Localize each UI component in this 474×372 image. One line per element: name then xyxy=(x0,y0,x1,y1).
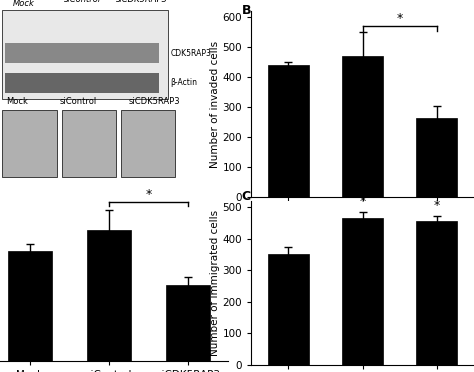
Bar xyxy=(342,56,383,197)
Bar xyxy=(8,251,52,361)
Bar xyxy=(166,285,210,361)
Text: B: B xyxy=(242,4,251,17)
Bar xyxy=(268,254,309,365)
Bar xyxy=(121,110,175,177)
Text: siCDK5RAP3: siCDK5RAP3 xyxy=(116,0,168,4)
Text: *: * xyxy=(359,195,366,208)
Text: Mock: Mock xyxy=(13,0,35,8)
Text: *: * xyxy=(397,12,403,25)
Bar xyxy=(87,231,131,361)
Bar xyxy=(268,65,309,197)
Y-axis label: Number of invaded cells: Number of invaded cells xyxy=(210,41,220,168)
Text: *: * xyxy=(146,188,152,201)
Bar xyxy=(5,73,159,93)
Y-axis label: Number of immigrated cells: Number of immigrated cells xyxy=(210,210,220,356)
Bar xyxy=(2,10,168,99)
Bar xyxy=(417,118,457,197)
Bar xyxy=(417,221,457,365)
Bar xyxy=(342,218,383,365)
Text: siControl: siControl xyxy=(64,0,101,4)
Bar xyxy=(2,110,57,177)
Bar xyxy=(5,44,159,63)
Text: β-Actin: β-Actin xyxy=(171,78,198,87)
Text: siControl: siControl xyxy=(60,97,97,106)
Text: *: * xyxy=(434,199,440,212)
Bar xyxy=(62,110,116,177)
Text: siCDK5RAP3: siCDK5RAP3 xyxy=(128,97,180,106)
Text: Mock: Mock xyxy=(6,97,27,106)
Text: C: C xyxy=(242,190,251,203)
Text: CDK5RAP3: CDK5RAP3 xyxy=(171,49,211,58)
